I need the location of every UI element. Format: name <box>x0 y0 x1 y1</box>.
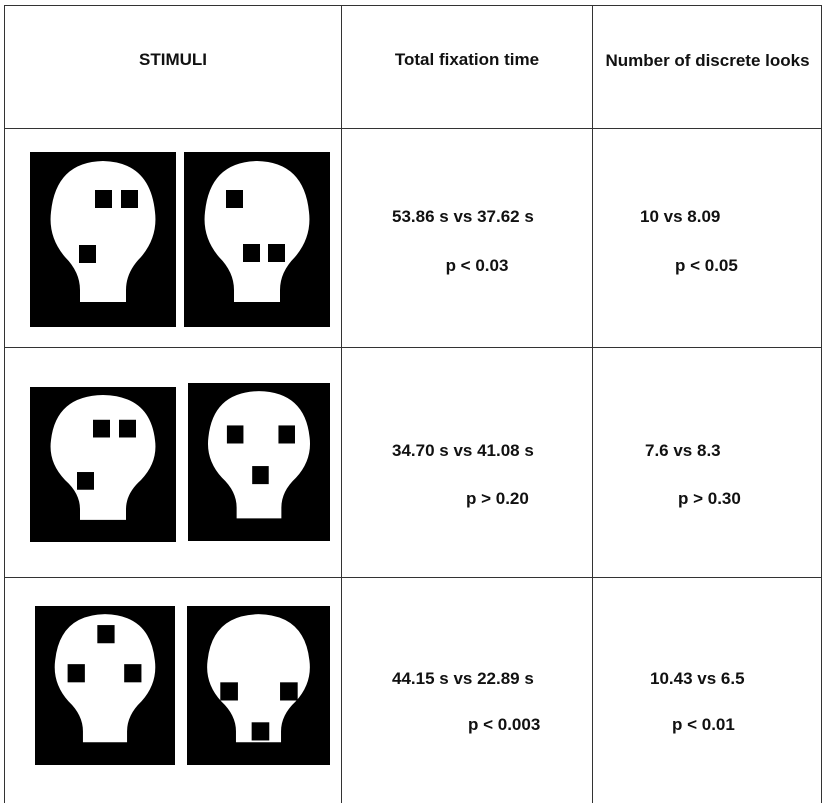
fixation-p: p < 0.03 <box>342 256 592 276</box>
fixation-p: p < 0.003 <box>468 715 540 735</box>
fixation-comparison: 44.15 s vs 22.89 s <box>392 669 534 689</box>
table-border <box>4 5 5 803</box>
table-border <box>4 347 822 348</box>
stimulus-image <box>30 387 176 542</box>
table-border <box>341 5 342 803</box>
table-border <box>4 5 822 6</box>
table-border <box>4 128 822 129</box>
table-border <box>592 5 593 803</box>
stimulus-image <box>35 606 175 765</box>
header-cell: Number of discrete looks <box>600 50 815 72</box>
stimulus-image <box>184 152 330 327</box>
looks-p: p > 0.30 <box>678 489 741 509</box>
stimulus-image <box>30 152 176 327</box>
table-border <box>4 577 822 578</box>
looks-comparison: 10.43 vs 6.5 <box>650 669 745 689</box>
fixation-comparison: 53.86 s vs 37.62 s <box>360 207 642 227</box>
fixation-comparison: 34.70 s vs 41.08 s <box>392 441 534 461</box>
stimulus-image <box>188 383 330 541</box>
looks-comparison: 7.6 vs 8.3 <box>645 441 721 461</box>
header-cell: STIMULI <box>5 50 341 70</box>
table-page: STIMULI Total fixation time Number of di… <box>0 0 822 803</box>
header-cell: Total fixation time <box>342 50 592 70</box>
looks-p: p < 0.01 <box>672 715 735 735</box>
stimulus-image <box>187 606 330 765</box>
fixation-p: p > 0.20 <box>466 489 529 509</box>
looks-comparison: 10 vs 8.09 <box>640 207 720 227</box>
looks-p: p < 0.05 <box>675 256 738 276</box>
